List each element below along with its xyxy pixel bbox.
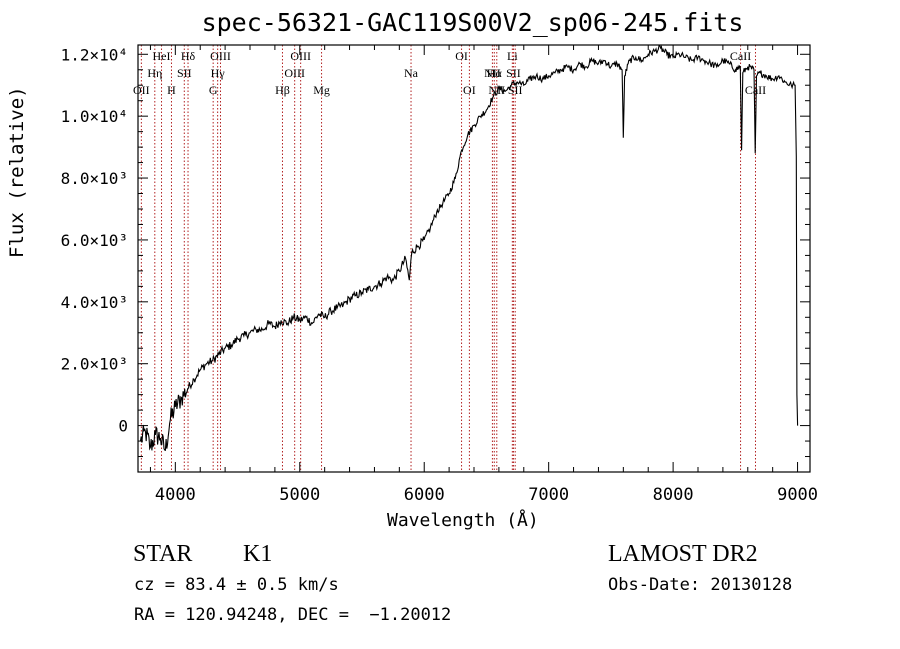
x-tick-label-2: 6000 [404,485,445,505]
y-tick-label-2: 4.0×10³ [61,293,128,312]
chart-title: spec-56321-GAC119S00V2_sp06-245.fits [201,8,744,37]
line-label-17: Hα [487,66,503,80]
x-tick-label-3: 7000 [528,485,569,505]
line-label-9: Hβ [275,83,290,97]
survey-name: LAMOST DR2 [608,541,758,567]
line-label-14: OI [455,49,468,63]
line-label-10: OIII [284,66,305,80]
line-label-6: G [209,83,218,97]
observation-date: Obs-Date: 20130128 [608,575,793,595]
line-label-12: Mg [313,83,330,97]
spectrum-line [139,44,799,452]
line-label-21: SII [508,83,523,97]
x-tick-label-0: 4000 [155,485,196,505]
axis-tick-labels: 4000 5000 6000 7000 8000 9000 0 2.0×10³ 4.0×10³ 6… [61,45,818,505]
line-label-11: OIII [290,49,311,63]
line-label-7: Hγ [211,66,226,80]
y-tick-label-0: 0 [118,417,128,436]
line-label-19: Li [507,49,518,63]
line-label-13: Na [404,66,419,80]
y-tick-label-5: 1.0×10⁴ [61,107,128,126]
line-label-20: SII [506,66,521,80]
object-class: STAR [133,541,193,567]
x-tick-label-5: 9000 [777,485,818,505]
line-label-23: CaII [745,83,766,97]
object-subclass: K1 [243,541,273,567]
y-tick-label-6: 1.2×10⁴ [61,45,128,64]
y-tick-label-3: 6.0×10³ [61,231,128,250]
x-tick-label-4: 8000 [653,485,694,505]
x-tick-label-1: 5000 [279,485,320,505]
y-tick-label-4: 8.0×10³ [61,169,128,188]
y-tick-label-1: 2.0×10³ [61,355,128,374]
spectral-line-labels: OIIHηHeIHSIIHδGHγOIIIHβOIIIOIIIMgNaOIOIN… [133,49,766,97]
line-label-8: OIII [210,49,231,63]
line-label-4: SII [177,66,192,80]
line-label-0: OII [133,83,150,97]
line-label-15: OI [463,83,476,97]
x-axis-label: Wavelength (Å) [387,510,539,531]
redshift-value: cz = 83.4 ± 0.5 km/s [134,575,339,595]
plot-frame [137,44,811,473]
line-label-3: H [167,83,176,97]
y-axis-label: Flux (relative) [6,86,28,258]
line-label-22: CaII [730,49,751,63]
line-label-16: NII [484,66,501,80]
line-label-1: Hη [147,66,162,80]
coordinates: RA = 120.94248, DEC = −1.20012 [134,605,452,625]
axis-ticks [138,45,810,472]
line-label-5: Hδ [181,49,196,63]
line-label-2: HeI [153,49,171,63]
line-markers [140,45,756,472]
